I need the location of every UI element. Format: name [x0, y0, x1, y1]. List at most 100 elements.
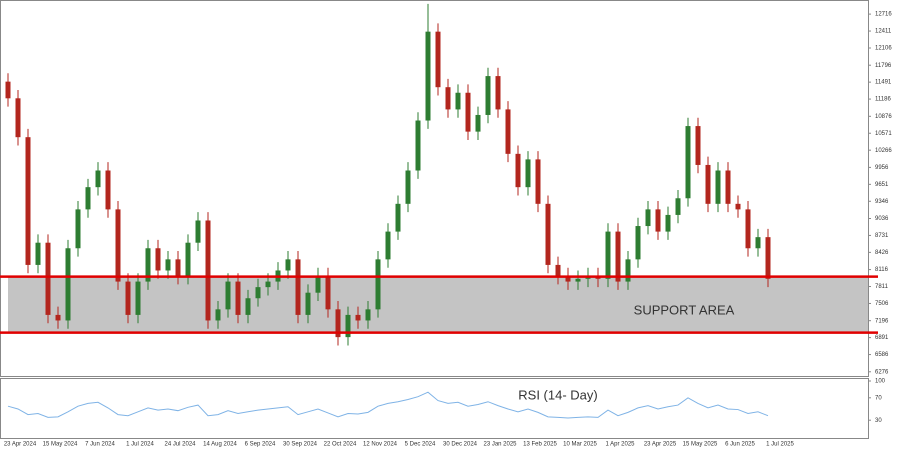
- candle-body: [525, 159, 531, 188]
- candle-body: [65, 248, 71, 321]
- y-tick-label: 9651: [875, 182, 889, 188]
- candle-body: [185, 242, 191, 277]
- candle-body: [685, 126, 691, 199]
- y-tick-label: 12716: [875, 12, 892, 18]
- candle-body: [15, 98, 21, 138]
- candle-body: [115, 209, 121, 282]
- x-tick-label: 13 Feb 2025: [523, 442, 557, 448]
- candle-body: [575, 278, 581, 282]
- y-tick-label: 11186: [875, 97, 891, 103]
- y-tick-label: 11796: [875, 63, 892, 69]
- support-label: SUPPORT AREA: [634, 302, 735, 317]
- rsi-label: RSI (14- Day): [518, 387, 597, 402]
- candle-body: [645, 209, 651, 227]
- candle-body: [195, 220, 201, 243]
- candle-body: [55, 314, 61, 321]
- candle-body: [225, 281, 231, 310]
- x-tick-label: 7 Jun 2024: [85, 442, 115, 448]
- candle-body: [715, 170, 721, 204]
- x-tick-label: 12 Nov 2024: [363, 442, 398, 448]
- x-tick-label: 22 Oct 2024: [324, 442, 357, 448]
- candle-body: [505, 109, 511, 154]
- y-tick-label: 6891: [875, 335, 889, 341]
- candle-body: [5, 81, 11, 99]
- candle-body: [415, 120, 421, 171]
- y-tick-label: 10876: [875, 114, 892, 120]
- price-pane: [0, 0, 869, 377]
- candle-body: [175, 259, 181, 277]
- x-tick-label: 1 Apr 2025: [605, 442, 635, 448]
- x-tick-label: 14 Aug 2024: [203, 442, 237, 448]
- y-tick-label: 8116: [875, 267, 889, 273]
- y-tick-label: 9956: [875, 165, 889, 171]
- candle-body: [635, 226, 641, 260]
- candle-body: [405, 170, 411, 204]
- candle-body: [705, 164, 711, 204]
- candle-body: [345, 314, 351, 338]
- candle-body: [385, 231, 391, 260]
- candle-body: [465, 92, 471, 132]
- y-tick-label: 7811: [875, 284, 889, 290]
- y-tick-label: 8426: [875, 250, 889, 256]
- candle-body: [125, 281, 131, 315]
- candle-body: [75, 209, 81, 249]
- support-area: [8, 276, 868, 333]
- x-tick-label: 1 Jul 2024: [126, 442, 154, 448]
- candle-body: [425, 31, 431, 121]
- candle-body: [655, 209, 661, 232]
- candle-body: [135, 281, 141, 315]
- candle-body: [355, 314, 361, 321]
- candle-body: [625, 259, 631, 282]
- x-tick-label: 15 May 2024: [43, 442, 78, 448]
- candle-body: [765, 237, 771, 279]
- x-tick-label: 5 Dec 2024: [405, 442, 436, 448]
- x-tick-label: 23 Jan 2025: [483, 442, 517, 448]
- candle-body: [565, 276, 571, 282]
- candle-body: [35, 242, 41, 265]
- candle-body: [555, 264, 561, 277]
- candle-body: [615, 231, 621, 282]
- candle-body: [545, 203, 551, 265]
- candle-body: [485, 76, 491, 115]
- y-tick-label: 11491: [875, 80, 892, 86]
- candle-body: [675, 198, 681, 215]
- candle-body: [535, 159, 541, 204]
- candle-body: [755, 237, 761, 249]
- x-tick-label: 10 Mar 2025: [563, 442, 597, 448]
- candle-body: [155, 248, 161, 271]
- x-tick-label: 23 Apr 2025: [644, 442, 677, 448]
- candle-body: [475, 114, 481, 132]
- candle-body: [285, 259, 291, 271]
- rsi-tick-label: 30: [875, 418, 882, 424]
- candle-body: [265, 281, 271, 288]
- candle-body: [435, 31, 441, 88]
- candle-body: [45, 242, 51, 315]
- y-tick-label: 12106: [875, 46, 892, 52]
- x-tick-label: 6 Sep 2024: [245, 442, 276, 448]
- candle-body: [745, 209, 751, 249]
- x-tick-label: 6 Jun 2025: [725, 442, 755, 448]
- candle-body: [25, 137, 31, 265]
- x-tick-label: 30 Dec 2024: [443, 442, 478, 448]
- candle-body: [165, 259, 171, 271]
- candle-body: [375, 259, 381, 310]
- x-tick-label: 23 Apr 2024: [4, 442, 37, 448]
- candle-body: [215, 309, 221, 321]
- candle-body: [105, 170, 111, 210]
- y-tick-label: 6276: [875, 369, 889, 375]
- y-tick-label: 7506: [875, 301, 889, 307]
- x-tick-label: 30 Sep 2024: [283, 442, 318, 448]
- y-tick-label: 10571: [875, 131, 892, 137]
- candle-body: [205, 220, 211, 321]
- candle-body: [495, 76, 501, 110]
- x-tick-label: 15 May 2025: [683, 442, 718, 448]
- candle-body: [395, 203, 401, 232]
- candle-body: [455, 92, 461, 110]
- candle-body: [315, 276, 321, 293]
- y-tick-label: 10266: [875, 148, 892, 154]
- candle-body: [605, 231, 611, 279]
- candle-body: [245, 298, 251, 315]
- y-tick-label: 9036: [875, 216, 889, 222]
- y-tick-label: 12411: [875, 29, 892, 35]
